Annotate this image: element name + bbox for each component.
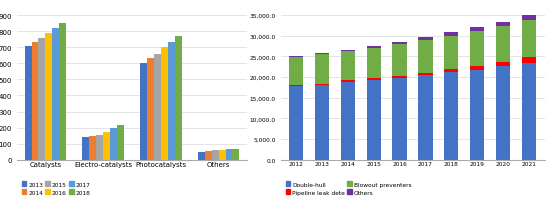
Bar [366,47,381,49]
Bar [96,135,103,160]
Bar [444,33,459,37]
Bar [205,151,212,160]
Bar [315,86,329,160]
Bar [154,54,161,160]
Bar [470,67,485,70]
Bar [366,79,381,80]
Bar [419,38,432,41]
Bar [496,23,510,27]
Bar [82,138,89,160]
Bar [226,149,233,160]
Bar [340,51,355,52]
Bar [103,132,110,160]
Legend: 2013, 2014, 2015, 2016, 2017, 2018: 2013, 2014, 2015, 2016, 2017, 2018 [19,179,92,197]
Bar [218,150,226,160]
Bar [470,32,485,67]
Bar [522,58,536,63]
Bar [31,43,38,160]
Bar [419,76,432,160]
Bar [444,37,459,70]
Bar [522,21,536,58]
Bar [393,43,406,45]
Bar [444,70,459,73]
Bar [315,85,329,86]
Bar [393,45,406,76]
Bar [117,126,124,160]
Bar [340,81,355,82]
Bar [110,128,117,160]
Bar [522,16,536,21]
Bar [340,52,355,81]
Bar [393,79,406,160]
Bar [25,46,31,160]
Bar [289,58,303,86]
Bar [419,41,432,73]
Bar [289,86,303,87]
Bar [366,49,381,79]
Bar [59,24,66,160]
Bar [289,87,303,160]
Bar [470,28,485,32]
Bar [340,82,355,160]
Bar [289,57,303,58]
Bar [366,80,381,160]
Bar [168,43,175,160]
Bar [315,55,329,85]
Bar [198,152,205,160]
Bar [52,29,59,160]
Bar [147,58,154,160]
Bar [315,53,329,55]
Bar [393,76,406,79]
Bar [522,63,536,160]
Bar [233,149,239,160]
Bar [496,62,510,67]
Bar [175,37,182,160]
Bar [140,63,147,160]
Bar [89,136,96,160]
Bar [470,70,485,160]
Bar [444,73,459,160]
Bar [496,67,510,160]
Bar [212,151,218,160]
Legend: Double-hull, Pipeline leak dete, Blowout preventers, Others: Double-hull, Pipeline leak dete, Blowout… [283,179,414,197]
Bar [45,34,52,160]
Bar [419,73,432,76]
Bar [496,27,510,62]
Bar [39,38,45,160]
Bar [161,48,168,160]
